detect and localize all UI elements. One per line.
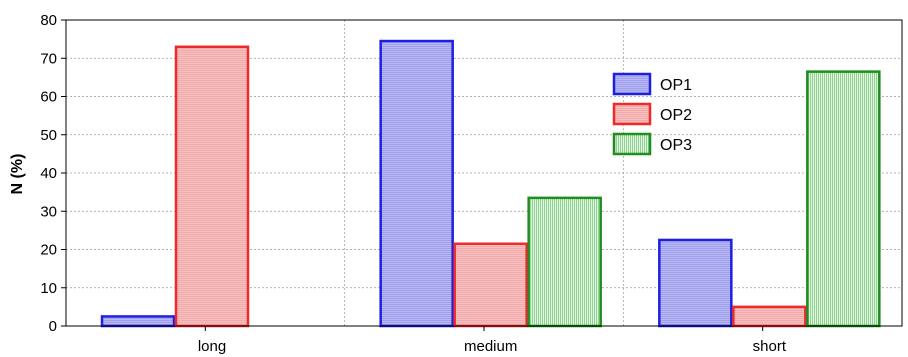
legend-swatch-op2: [612, 102, 652, 126]
bar-op1-short: [658, 238, 733, 328]
x-tick-label: medium: [464, 338, 517, 355]
y-tick-label: 20: [40, 242, 57, 259]
bar-op2-medium: [453, 242, 528, 328]
legend-label-op1: OP1: [660, 77, 692, 94]
axes: 0 10 20 30 40 50 60 70 80 long medium short: [40, 12, 903, 355]
gridlines: [66, 20, 902, 326]
legend-label-op3: OP3: [660, 137, 692, 154]
legend: OP1 OP2 OP3: [612, 72, 692, 156]
y-tick-label: 70: [40, 50, 57, 67]
y-tick-label: 40: [40, 165, 57, 182]
bar-op2-long: [174, 45, 250, 328]
legend-label-op2: OP2: [660, 107, 692, 124]
y-axis-title: N (%): [9, 154, 26, 195]
legend-swatch-op1: [612, 72, 652, 96]
y-tick-label: 10: [40, 280, 57, 297]
y-tick-label: 50: [40, 127, 57, 144]
bar-op3-medium: [527, 196, 602, 328]
y-tick-label: 80: [40, 12, 57, 29]
y-tick-label: 60: [40, 89, 57, 106]
bars: [100, 39, 881, 328]
y-tick-label: 30: [40, 203, 57, 220]
bar-op2-short: [732, 305, 807, 328]
y-tick-label: 0: [49, 318, 57, 335]
bar-op1-medium: [379, 39, 454, 328]
bar-op1-long: [100, 315, 176, 328]
bar-op3-short: [806, 70, 881, 328]
x-tick-label: short: [753, 338, 787, 355]
x-tick-label: long: [198, 338, 226, 355]
legend-swatch-op3: [612, 132, 652, 156]
